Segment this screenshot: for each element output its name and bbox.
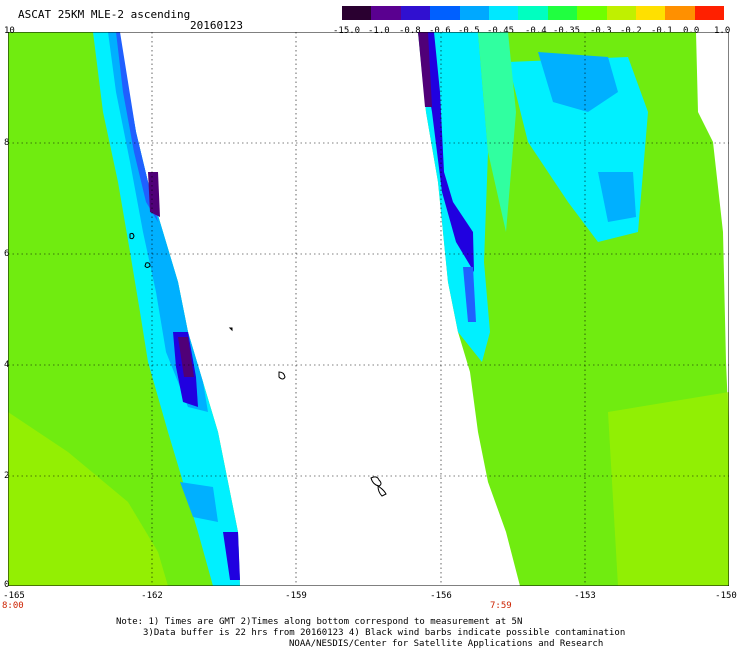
colorbar-label: -0.5 [458, 26, 480, 36]
colorbar-swatch [694, 6, 725, 20]
map-date: 20160123 [190, 19, 243, 32]
right-swath-deep-blue [418, 32, 474, 272]
colorbar-swatch [635, 6, 666, 20]
scatterometer-map [8, 32, 729, 586]
left-swath-sky-2 [180, 482, 218, 522]
colorbar-label: -0.3 [590, 26, 612, 36]
right-swath-aqua [478, 32, 516, 232]
x-tick-label: -153 [574, 591, 596, 601]
colorbar-swatch [342, 6, 372, 20]
note-line-1: Note: 1) Times are GMT 2)Times along bot… [116, 617, 523, 627]
y-tick-label: 0 [4, 580, 10, 590]
left-pass-time: 8:00 [2, 601, 24, 611]
right-swath-purple [418, 32, 432, 107]
colorbar-swatch [459, 6, 489, 20]
island-outlines [129, 232, 387, 497]
colorbar-swatch [547, 6, 578, 20]
left-swath-purple-1 [148, 172, 160, 217]
y-tick-label: 2 [4, 471, 10, 481]
colorbar-swatch [518, 6, 548, 20]
note-line-2: 3)Data buffer is 22 hrs from 20160123 4)… [143, 628, 626, 638]
x-tick-label: -150 [715, 591, 737, 601]
colorbar-swatch [577, 6, 607, 20]
x-tick-label: -156 [430, 591, 452, 601]
left-swath-purple-2 [178, 337, 194, 377]
colorbar-swatch [430, 6, 460, 20]
x-tick-label: -159 [285, 591, 307, 601]
colorbar-swatch [400, 6, 431, 20]
y-tick-label: 8 [4, 138, 10, 148]
right-pass-time: 7:59 [490, 601, 512, 611]
y-tick-label: 10 [4, 26, 15, 36]
left-swath-deep-blue-2 [223, 532, 240, 580]
map-panel [8, 32, 729, 586]
colorbar-label: -0.1 [651, 26, 673, 36]
colorbar-label: -0.2 [620, 26, 642, 36]
colorbar-label: -0.6 [429, 26, 451, 36]
y-tick-label: 6 [4, 249, 10, 259]
right-swath-sky [538, 52, 618, 112]
right-swath-lightgreen [608, 392, 729, 586]
colorbar-label: -0.4 [525, 26, 547, 36]
colorbar-label: -0.8 [399, 26, 421, 36]
colorbar-swatch [488, 6, 519, 20]
colorbar-labels: -15.0 -1.0 -0.8 -0.6 -0.5 -0.45 -0.4 -0.… [333, 26, 733, 38]
colorbar-swatch [665, 6, 695, 20]
left-swath-lightgreen [8, 412, 168, 586]
right-swath-sky-2 [598, 172, 636, 222]
map-title: ASCAT 25KM MLE-2 ascending [18, 8, 191, 21]
colorbar-label: -0.45 [487, 26, 515, 36]
x-tick-label: -162 [141, 591, 163, 601]
colorbar-label: 1.0 [714, 26, 731, 36]
colorbar-swatch [606, 6, 636, 20]
y-tick-label: 4 [4, 360, 10, 370]
colorbar-label: -15.0 [333, 26, 361, 36]
colorbar-label: 0.0 [683, 26, 700, 36]
colorbar-label: -1.0 [368, 26, 390, 36]
right-swath-blue [463, 267, 476, 322]
colorbar-label: -0.35 [553, 26, 581, 36]
x-tick-label: -165 [3, 591, 25, 601]
colorbar-swatch [371, 6, 401, 20]
colorbar [342, 6, 725, 20]
left-swath-blue [116, 32, 158, 222]
graticule [8, 32, 729, 586]
note-line-3: NOAA/NESDIS/Center for Satellite Applica… [289, 639, 604, 649]
